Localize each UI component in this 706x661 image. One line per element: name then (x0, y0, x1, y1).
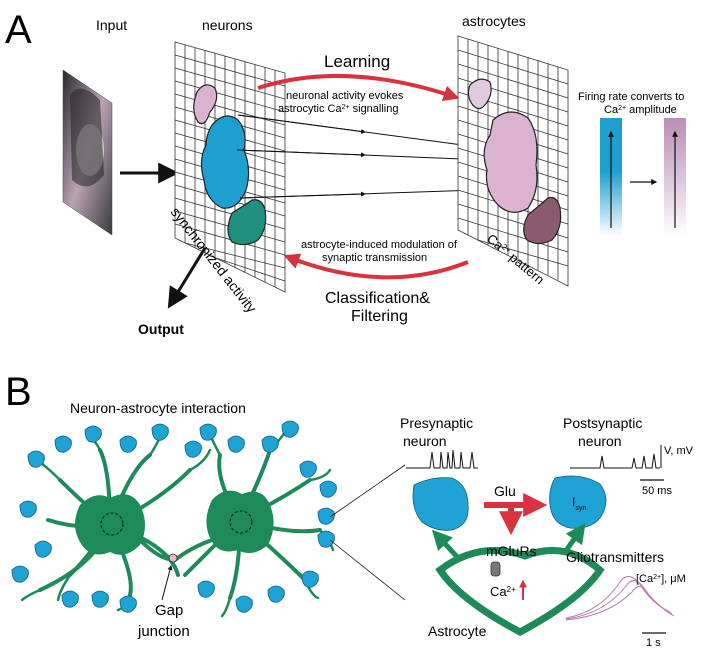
neuron-body-right (206, 491, 273, 553)
s-scale-label: 1 s (646, 637, 661, 649)
gliotransmitter-arrow-left (436, 534, 460, 560)
gliotransmitters-label: Gliotransmitters (566, 549, 664, 565)
output-arrow (170, 248, 205, 305)
postsynaptic-terminal (550, 476, 606, 528)
input-face-image (63, 70, 112, 235)
learning-note-1: neuronal activity evokes (286, 90, 404, 102)
panel-b: B Neuron-astrocyte interaction (5, 370, 694, 649)
panel-b-letter: B (5, 370, 32, 414)
gap-label-1: Gap (155, 602, 183, 619)
firing-note-1: Firing rate converts to (578, 91, 684, 103)
neuron-body-left (75, 494, 145, 554)
glu-label: Glu (494, 483, 516, 499)
ms-scale-label: 50 ms (642, 485, 672, 497)
zoom-line-bottom (330, 540, 405, 600)
presynaptic-label-2: neuron (403, 433, 447, 449)
mglur-receptor (491, 562, 500, 576)
output-label: Output (138, 321, 184, 337)
learning-note-2: astrocytic Ca2+ signalling (278, 103, 398, 115)
astrocyte-label: Astrocyte (428, 623, 487, 639)
firing-note-2: Ca2+ amplitude (604, 104, 677, 116)
boutons (12, 421, 336, 612)
ca-conc-label: [Ca2+], μM (636, 573, 686, 585)
presynaptic-terminal (413, 478, 468, 531)
mglurs-label: mGluRs (486, 543, 537, 559)
classification-label-1: Classification& (325, 290, 430, 307)
astro-blob-pink (484, 112, 537, 212)
zoom-line-top (330, 465, 405, 517)
modulation-note-1: astrocyte-induced modulation of (301, 239, 458, 251)
learning-label: Learning (324, 52, 390, 71)
postsynaptic-trace (570, 454, 660, 468)
astrocytes-label: astrocytes (462, 13, 526, 29)
postsynaptic-label-2: neuron (578, 433, 622, 449)
modulation-note-2: synaptic transmission (322, 252, 427, 264)
classification-label-2: Filtering (351, 308, 408, 325)
presynaptic-label-1: Presynaptic (400, 415, 473, 431)
panel-b-title: Neuron-astrocyte interaction (70, 400, 246, 416)
panel-a-letter: A (5, 8, 32, 52)
presynaptic-trace (406, 450, 478, 468)
gap-pointer (162, 566, 171, 600)
v-unit-label: V, mV (664, 445, 694, 457)
input-label: Input (96, 17, 127, 33)
panel-a: A Input neurons astrocytes (5, 8, 686, 337)
neurons-label: neurons (202, 17, 253, 33)
gap-label-2: junction (137, 623, 190, 640)
postsynaptic-label-1: Postsynaptic (563, 415, 642, 431)
neuron-network (22, 430, 333, 616)
gap-junction-marker (169, 554, 177, 562)
